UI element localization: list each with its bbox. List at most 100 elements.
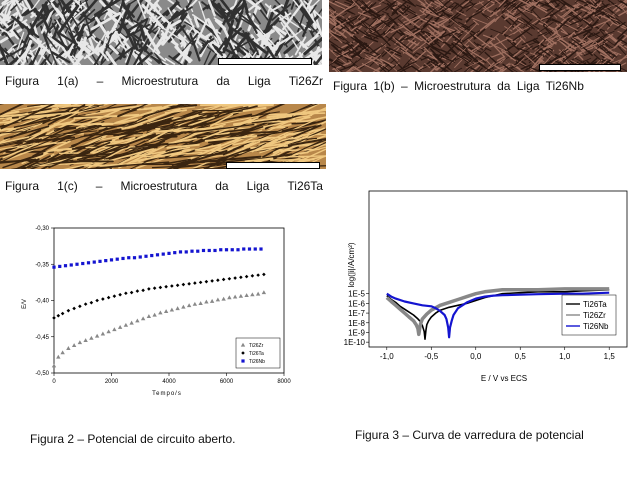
polarization-x-axis-label: E / V vs ECS [481, 374, 527, 383]
micrograph-lath [520, 64, 532, 70]
micrograph-lath [274, 0, 298, 24]
micrograph-lath [494, 0, 503, 7]
micrograph-lath [329, 59, 341, 67]
micrograph-lath [0, 158, 37, 164]
micrograph-lath [483, 16, 500, 31]
micrograph-lath [303, 36, 322, 56]
micrograph-lath [329, 58, 341, 67]
micrograph-lath [440, 49, 451, 55]
micrograph-lath [444, 41, 459, 57]
series-line-ti26ta [386, 289, 610, 340]
data-point-ti26nb [224, 248, 229, 252]
micrograph-lath [11, 0, 23, 21]
micrograph-lath [422, 4, 430, 10]
micrograph-lath [192, 109, 232, 112]
micrograph-lath [546, 33, 559, 45]
micrograph-lath [364, 51, 376, 57]
micrograph-lath [287, 137, 326, 147]
micrograph-lath [578, 27, 585, 34]
data-point-ti26ta [118, 292, 122, 297]
micrograph-lath [601, 58, 615, 66]
micrograph-lath [590, 21, 599, 27]
micrograph-lath [346, 29, 356, 35]
data-point-ti26ta [112, 294, 117, 298]
micrograph-lath [498, 0, 507, 8]
micrograph-lath [252, 13, 261, 25]
data-point-ti26zr [250, 292, 255, 297]
micrograph-lath [397, 22, 417, 37]
micrograph-lath [85, 54, 97, 65]
micrograph-lath [574, 57, 587, 65]
micrograph-lath [408, 58, 423, 70]
micrograph-lath [400, 35, 416, 42]
micrograph-lath [386, 17, 398, 24]
micrograph-ti26ta-texture [0, 104, 326, 169]
micrograph-lath [423, 46, 438, 61]
data-point-ti26zr [209, 298, 215, 303]
micrograph-lath [491, 50, 509, 58]
micrograph-lath [333, 6, 351, 19]
micrograph-lath [329, 16, 337, 25]
micrograph-lath [376, 56, 391, 72]
micrograph-lath [455, 10, 467, 17]
micrograph-lath [48, 117, 88, 135]
ocp-chart-marks [51, 247, 267, 368]
micrograph-lath [354, 11, 368, 20]
micrograph-lath [518, 52, 530, 61]
micrograph-lath [367, 53, 382, 63]
micrograph-lath [586, 0, 599, 8]
micrograph-lath [40, 104, 72, 108]
micrograph-lath [167, 6, 193, 23]
micrograph-lath [329, 31, 342, 38]
data-point-ti26zr [100, 331, 106, 336]
data-point-ti26nb [219, 248, 223, 252]
micrograph-lath [486, 0, 495, 4]
micrograph-lath [209, 113, 234, 127]
micrograph-lath [615, 4, 627, 13]
micrograph-lath [144, 0, 157, 9]
micrograph-lath [545, 17, 557, 23]
micrograph-lath [452, 34, 468, 50]
data-point-ti26nb [127, 256, 131, 260]
micrograph-lath [348, 41, 361, 53]
micrograph-lath [413, 22, 430, 38]
micrograph-lath [291, 121, 317, 125]
micrograph-lath [173, 114, 220, 124]
micrograph-lath [119, 16, 137, 50]
micrograph-lath [540, 6, 548, 11]
micrograph-lath [483, 62, 495, 72]
micrograph-lath [245, 0, 261, 10]
micrograph-lath [47, 127, 108, 161]
micrograph-lath [136, 51, 153, 65]
micrograph-lath [213, 17, 223, 24]
ocp-chart: 0 2000 4000 6000 8000 -0,30 -0,35 -0,40 -0,45 -0,… [22, 226, 291, 397]
micrograph-lath [461, 0, 470, 7]
data-point-ti26zr [186, 303, 192, 308]
micrograph-lath [605, 5, 619, 18]
micrograph-lath [572, 24, 583, 33]
micrograph-lath [502, 63, 514, 72]
micrograph-lath [215, 7, 233, 38]
micrograph-lath [189, 163, 231, 169]
micrograph-lath [246, 0, 264, 12]
micrograph-lath [141, 141, 194, 146]
micrograph-lath [395, 38, 413, 52]
micrograph-lath [19, 37, 29, 63]
data-point-ti26nb [259, 247, 263, 251]
data-point-ti26zr [221, 296, 226, 301]
micrograph-lath [403, 15, 420, 28]
micrograph-lath [136, 0, 147, 22]
micrograph-lath [567, 31, 576, 39]
series-line-ti26nb [386, 291, 610, 339]
micrograph-lath [69, 21, 78, 33]
legend-label: Ti26Ta [249, 351, 264, 357]
micrograph-lath [550, 0, 560, 4]
micrograph-lath [52, 6, 66, 40]
micrograph-lath [376, 61, 390, 72]
micrograph-lath [129, 158, 153, 169]
micrograph-lath [100, 32, 113, 64]
micrograph-lath [412, 42, 420, 50]
micrograph-lath [168, 55, 184, 65]
micrograph-lath [83, 132, 144, 136]
micrograph-lath [0, 45, 10, 57]
